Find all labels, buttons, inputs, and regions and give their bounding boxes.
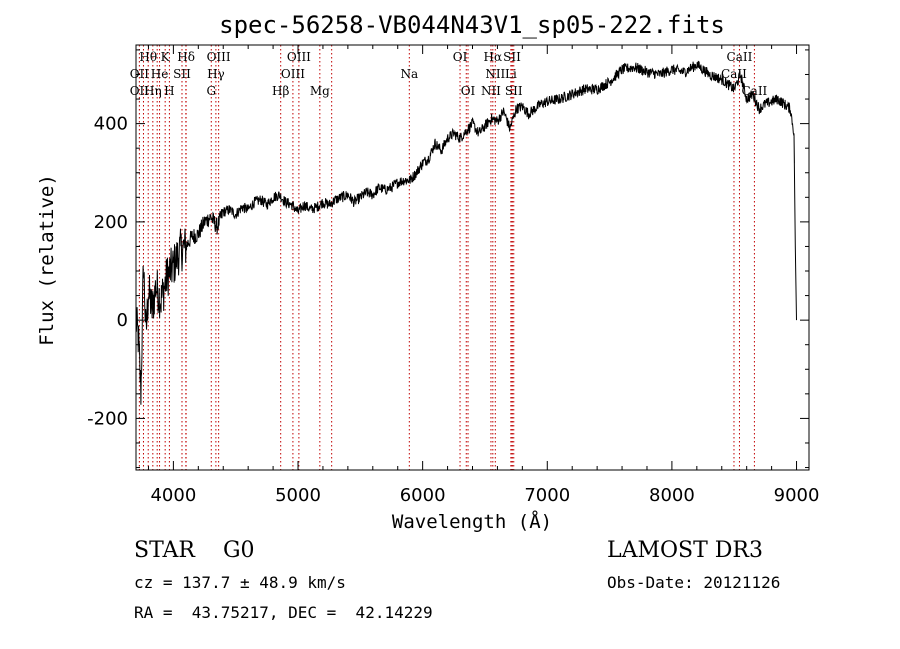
axis-ticks: 4000 5000 6000 7000 8000 9000 -200 0 200 400	[87, 45, 819, 506]
survey-name: LAMOST DR3	[607, 538, 763, 563]
spectral-line-label: OI	[453, 50, 468, 64]
flux-series-line	[135, 60, 797, 405]
spectral-line-label: NII	[485, 67, 505, 81]
spectral-line-label: Hγ	[207, 67, 225, 81]
plot-frame	[135, 44, 810, 471]
spectral-line-label: SII	[173, 67, 191, 81]
x-tick-label: 7000	[524, 485, 570, 506]
spectral-line-label: SII	[505, 84, 523, 98]
x-tick-label: 4000	[150, 485, 196, 506]
y-axis-label: Flux (relative)	[36, 174, 58, 346]
spectral-line-label: OII	[130, 84, 150, 98]
x-tick-label: 8000	[649, 485, 695, 506]
y-tick-label: 200	[94, 212, 128, 233]
spectral-line-label: CaII	[721, 67, 747, 81]
spectral-line-label: Hδ	[177, 50, 195, 64]
spectral-line-label: OI	[461, 84, 476, 98]
spectral-line-label: OIII	[207, 50, 231, 64]
spectral-line-label: SII	[503, 50, 521, 64]
spectral-line-label: Hθ	[139, 50, 157, 64]
spectral-line-label: Mg	[310, 84, 330, 98]
spectral-line-label: Hα	[484, 50, 503, 64]
spectral-line-label: G	[206, 84, 216, 98]
x-axis-label: Wavelength (Å)	[392, 510, 552, 533]
spectral-line-label: Li	[505, 67, 517, 81]
x-tick-label: 5000	[275, 485, 321, 506]
x-tick-label: 9000	[774, 485, 820, 506]
spectral-line-label: OIII	[287, 50, 311, 64]
spectral-line-label: K	[161, 50, 171, 64]
spectral-line-label: He	[151, 67, 169, 81]
spectral-line-label: CaII	[727, 50, 753, 64]
coordinates-readout: RA = 43.75217, DEC = 42.14229	[134, 603, 433, 622]
spectral-line-label: Hβ	[272, 84, 289, 98]
observation-date: Obs-Date: 20121126	[607, 573, 781, 592]
y-tick-label: 0	[117, 310, 128, 331]
spectral-line-label: NII	[481, 84, 501, 98]
redshift-readout: cz = 137.7 ± 48.9 km/s	[134, 573, 346, 592]
spectral-line-label: Na	[400, 67, 418, 81]
y-tick-label: -200	[87, 408, 128, 429]
x-tick-label: 6000	[400, 485, 446, 506]
spectral-line-label: Hη	[144, 84, 162, 98]
spectral-line-label: H	[164, 84, 174, 98]
chart-title: spec-56258-VB044N43V1_sp05-222.fits	[219, 11, 725, 39]
spectral-line-markers	[138, 45, 755, 470]
y-tick-label: 400	[94, 114, 128, 135]
spectral-line-label: OIII	[281, 67, 305, 81]
object-class: STAR G0	[134, 538, 255, 563]
flux-series-layer	[135, 60, 797, 405]
